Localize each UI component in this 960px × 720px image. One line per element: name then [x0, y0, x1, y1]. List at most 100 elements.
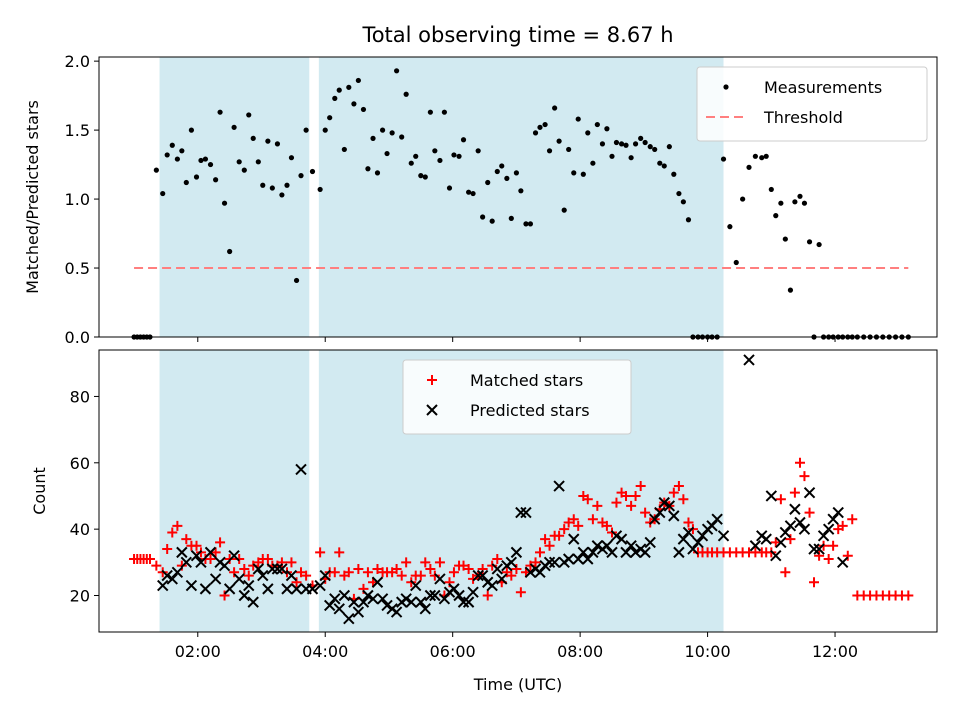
measurement-point [351, 101, 357, 107]
predicted-star-point [553, 480, 565, 492]
measurement-point [284, 182, 290, 188]
measurement-point [360, 106, 367, 113]
y-tick-label: 20 [70, 587, 90, 606]
predicted-star-point [510, 546, 523, 559]
measurement-point [164, 152, 170, 158]
predicted-star-point [587, 546, 599, 559]
ratio-panel: 0.00.51.01.52.0 Matched/Predicted stars … [23, 52, 938, 347]
matched-star-point [582, 494, 593, 505]
predicted-star-point [190, 549, 203, 562]
measurement-point [403, 91, 409, 97]
predicted-star-point [639, 546, 651, 559]
measurement-point [317, 186, 323, 193]
predicted-star-point [798, 523, 811, 535]
matched-star-point [492, 554, 503, 565]
matched-star-point [828, 540, 839, 551]
measurement-point [480, 214, 486, 220]
matched-star-point [262, 554, 273, 565]
measurement-point [179, 148, 185, 154]
predicted-star-point [717, 530, 730, 542]
predicted-star-point [290, 583, 303, 595]
matched-star-point [506, 570, 517, 581]
measurement-point [183, 179, 189, 186]
measurement-point [309, 168, 316, 175]
predicted-star-point [832, 506, 844, 519]
measurement-point [806, 239, 813, 245]
measurement-point [613, 139, 620, 146]
matched-star-point [420, 557, 431, 568]
measurement-point [552, 105, 558, 111]
y-tick-label: 2.0 [65, 52, 90, 71]
matched-star-point [301, 570, 312, 581]
predicted-star-point [711, 513, 723, 525]
observing-interval-1 [318, 57, 724, 337]
predicted-star-point [262, 583, 274, 595]
measurement-point [727, 224, 733, 230]
predicted-star-point [228, 549, 240, 562]
measurement-point [532, 130, 539, 136]
matched-star-point [167, 527, 178, 538]
measurement-point [666, 144, 672, 150]
predicted-star-point [784, 520, 797, 532]
measurement-point [207, 161, 214, 168]
measurement-point [374, 170, 381, 176]
measurement-point [475, 148, 481, 154]
predicted-star-point [333, 603, 345, 615]
measurement-point [336, 87, 342, 93]
count-panel-frame [98, 349, 938, 633]
matched-star-point [401, 557, 412, 568]
predicted-star-point [577, 546, 590, 559]
matched-star-point [837, 520, 848, 531]
predicted-star-point [276, 563, 288, 575]
predicted-star-point [329, 593, 341, 605]
measurement-point [241, 167, 247, 173]
matched-star-point [482, 590, 493, 601]
measurement-point [518, 188, 524, 194]
matched-star-point [842, 550, 853, 561]
matched-star-point [809, 577, 820, 588]
predicted-star-point [534, 566, 546, 578]
measurement-point [298, 173, 304, 179]
predicted-star-point [524, 566, 537, 578]
matched-star-point [540, 534, 551, 545]
measurement-point [456, 153, 462, 159]
measurement-point [618, 141, 625, 147]
matched-star-point [559, 524, 570, 535]
predicted-star-point [352, 606, 365, 618]
predicted-star-point [238, 589, 251, 602]
matched-star-point [780, 567, 791, 578]
predicted-star-point [195, 556, 207, 569]
measurement-point [160, 190, 166, 197]
predicted-star-point [505, 556, 518, 569]
matched-star-point [239, 563, 250, 574]
matched-star-point [775, 494, 786, 505]
predicted-star-point [620, 546, 632, 559]
matched-star-point [799, 471, 810, 482]
measurement-point [370, 135, 376, 141]
matched-star-point [515, 587, 526, 598]
measurement-point [797, 193, 803, 199]
measurement-point [441, 109, 447, 115]
predicted-star-point [390, 606, 403, 618]
measurement-point [213, 177, 219, 183]
matched-star-point [525, 560, 536, 571]
x-tick-label: 10:00 [685, 642, 731, 661]
y-tick-label: 40 [70, 520, 90, 539]
matched-star-point [396, 570, 407, 581]
predicted-star-point [794, 516, 806, 529]
matched-star-point [229, 567, 240, 578]
predicted-star-point [808, 543, 820, 555]
predicted-star-point [770, 549, 782, 562]
measurement-point [638, 135, 644, 141]
predicted-star-point [400, 593, 412, 605]
predicted-star-point [204, 546, 217, 559]
measurement-point [792, 199, 798, 205]
predicted-star-point [243, 579, 255, 592]
ratio-panel-frame [98, 56, 938, 338]
measurement-point [413, 153, 419, 159]
predicted-star-point [779, 526, 792, 539]
matched-star-point [630, 490, 641, 501]
matched-star-point [635, 481, 646, 492]
predicted-star-point [429, 589, 441, 602]
predicted-star-point [658, 496, 670, 509]
